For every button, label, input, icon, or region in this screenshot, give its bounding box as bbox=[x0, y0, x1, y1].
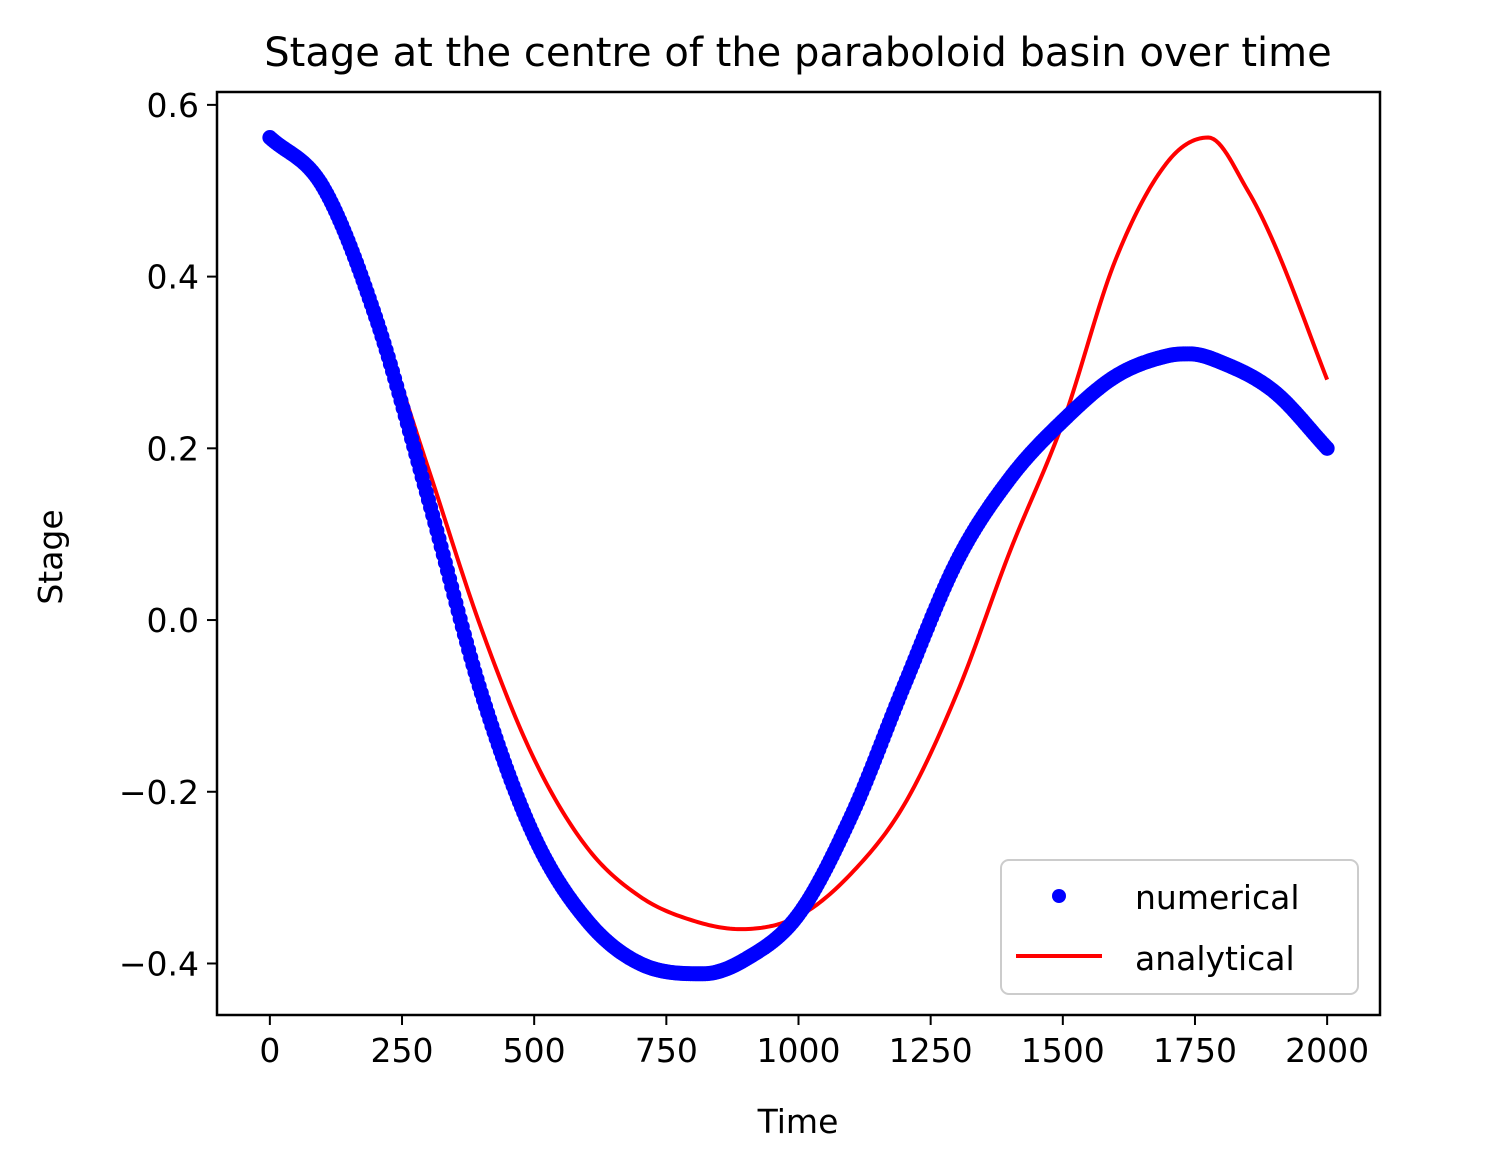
y-tick-label: −0.4 bbox=[119, 944, 199, 983]
x-tick-label: 1250 bbox=[889, 1031, 973, 1070]
legend-label-numerical: numerical bbox=[1135, 878, 1300, 917]
legend: numerical analytical bbox=[1000, 859, 1359, 995]
legend-box bbox=[1000, 859, 1359, 995]
y-tick-label: 0.0 bbox=[147, 601, 199, 640]
y-axis: 0.6 0.4 0.2 0.0 −0.2 −0.4 bbox=[119, 86, 217, 983]
y-tick-label: −0.2 bbox=[119, 773, 199, 812]
x-tick-label: 2000 bbox=[1285, 1031, 1369, 1070]
x-axis: 0 250 500 750 1000 1250 1500 1750 2000 bbox=[259, 1015, 1369, 1070]
x-tick-label: 1000 bbox=[757, 1031, 841, 1070]
y-axis-label: Stage bbox=[31, 509, 70, 604]
x-tick-label: 500 bbox=[503, 1031, 566, 1070]
x-tick-label: 1500 bbox=[1021, 1031, 1105, 1070]
y-tick-label: 0.6 bbox=[147, 86, 199, 125]
numerical-point bbox=[1319, 440, 1335, 456]
y-tick-label: 0.2 bbox=[147, 429, 199, 468]
legend-marker-numerical bbox=[1052, 889, 1066, 903]
x-tick-label: 0 bbox=[259, 1031, 280, 1070]
plot-area bbox=[262, 130, 1335, 982]
x-tick-label: 1750 bbox=[1153, 1031, 1237, 1070]
series-numerical bbox=[262, 130, 1335, 982]
x-tick-label: 750 bbox=[635, 1031, 698, 1070]
x-axis-label: Time bbox=[757, 1102, 839, 1141]
legend-label-analytical: analytical bbox=[1135, 939, 1295, 978]
chart-title: Stage at the centre of the paraboloid ba… bbox=[264, 30, 1331, 76]
x-tick-label: 250 bbox=[371, 1031, 434, 1070]
y-tick-label: 0.4 bbox=[147, 258, 199, 297]
